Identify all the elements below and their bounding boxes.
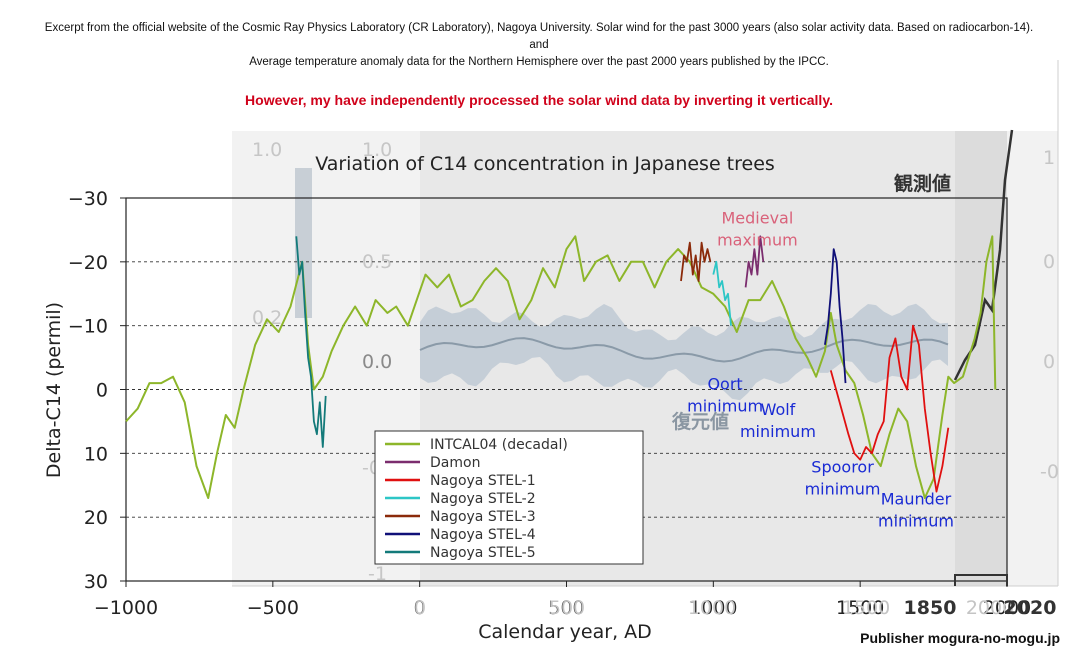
overlay-x-tick: 500: [549, 597, 585, 619]
y-axis-ticks: −30 −20 −10 0 10 20 30: [68, 188, 126, 593]
legend-label: INTCAL04 (decadal): [430, 437, 568, 453]
series-stel4: [824, 248, 847, 384]
chart-title: Variation of C14 concentration in Japane…: [315, 153, 775, 175]
overlay-x-tick: 1500: [842, 597, 890, 619]
annotation-label: Maunder: [881, 489, 952, 508]
overlay-right-tick-neg05: -0: [1040, 461, 1059, 483]
series-stel3: [680, 241, 712, 282]
overlay-x-tick: 2020: [1004, 597, 1057, 619]
observed-temperature-line: [953, 129, 1014, 381]
y-tick-label: −30: [68, 188, 108, 210]
overlay-right-tick-05: 0: [1043, 251, 1055, 273]
y-tick-label: −20: [68, 252, 108, 274]
y-tick-label: −10: [68, 316, 108, 338]
x-axis-label: Calendar year, AD: [478, 621, 652, 643]
overlay-scale-bar: [295, 168, 312, 318]
series-damon: [744, 235, 765, 288]
y-tick-label: 20: [84, 507, 108, 529]
x-tick-label: −1000: [94, 597, 158, 619]
publisher-credit: Publisher mogura-no-mogu.jp: [860, 630, 1060, 646]
series-stel2: [712, 260, 732, 326]
overlay-tick-neg1: -1: [368, 563, 387, 585]
legend: INTCAL04 (decadal) Damon Nagoya STEL-1 Nago…: [374, 430, 644, 565]
legend-label: Nagoya STEL-2: [430, 491, 536, 507]
ipcc-note: Average temperature anomaly data for the…: [249, 56, 829, 68]
annotation-label: maximum: [717, 231, 798, 250]
annotation-label: minimum: [878, 511, 954, 530]
y-axis-label: Delta-C14 (permil): [43, 302, 65, 478]
observed-label: 観測値: [894, 172, 951, 195]
annotation-label: minimum: [740, 422, 816, 441]
overlay-tick-0: 0.0: [362, 351, 392, 373]
overlay-right-tick-0: 0: [1043, 351, 1055, 373]
legend-label: Nagoya STEL-1: [430, 473, 536, 489]
overlay-tick-1b: 1.0: [362, 139, 392, 161]
legend-label: Damon: [430, 455, 480, 471]
legend-label: Nagoya STEL-3: [430, 509, 536, 525]
overlay-observed-panel: [955, 131, 1007, 586]
y-tick-label: 0: [96, 380, 108, 402]
overlay-tick-02: 0.2: [252, 307, 282, 329]
x-tick-label: −500: [247, 597, 299, 619]
overlay-x-tick: 1850: [904, 597, 957, 619]
annotation-label: Wolf: [761, 400, 796, 419]
annotation-label: Oort: [707, 375, 742, 394]
series-stel5: [295, 236, 327, 448]
source-note: Excerpt from the official website of the…: [44, 22, 1034, 34]
y-tick-label: 30: [84, 571, 108, 593]
overlay-x-tick: 2000: [966, 597, 1014, 619]
x-axis-ticks: −1000 −500 0 500 1000 1500 2000: [94, 581, 1031, 619]
x-tick-label: 500: [548, 597, 584, 619]
overlay-x-tick: 0: [414, 597, 426, 619]
annotation-label: minimum: [805, 479, 881, 498]
annotation-label: minimum: [687, 397, 763, 416]
overlay-x-tick: 1000: [688, 597, 736, 619]
overlay-tick-1: 1.0: [252, 139, 282, 161]
ipcc-reconstruction-line: [419, 337, 949, 363]
x-tick-label: 0: [414, 597, 426, 619]
x-tick-label: 2000: [983, 597, 1031, 619]
annotations: MedievalmaximumOortminimumWolfminimumSpo…: [687, 209, 954, 531]
x-tick-label: 1500: [836, 597, 884, 619]
overlay-frame: [232, 60, 1059, 587]
observed-range-bracket: [954, 574, 1008, 586]
overlay-right-tick-1: 1: [1043, 147, 1055, 169]
overlay-tick-05: 0.5: [362, 251, 392, 273]
legend-label: Nagoya STEL-4: [430, 527, 536, 543]
annotation-label: Spooror: [811, 457, 874, 476]
legend-label: Nagoya STEL-5: [430, 545, 536, 561]
series-lines: [125, 235, 997, 499]
series-stel1: [829, 324, 950, 493]
ipcc-uncertainty-band: [420, 303, 948, 401]
x-tick-label: 1000: [689, 597, 737, 619]
reconstructed-label: 復元値: [671, 410, 729, 433]
source-note-and: and: [529, 39, 549, 51]
series-intcal: [125, 235, 997, 499]
annotation-label: Medieval: [721, 209, 793, 228]
inversion-warning: However, my have independently processed…: [245, 92, 833, 108]
y-tick-label: 10: [84, 443, 108, 465]
